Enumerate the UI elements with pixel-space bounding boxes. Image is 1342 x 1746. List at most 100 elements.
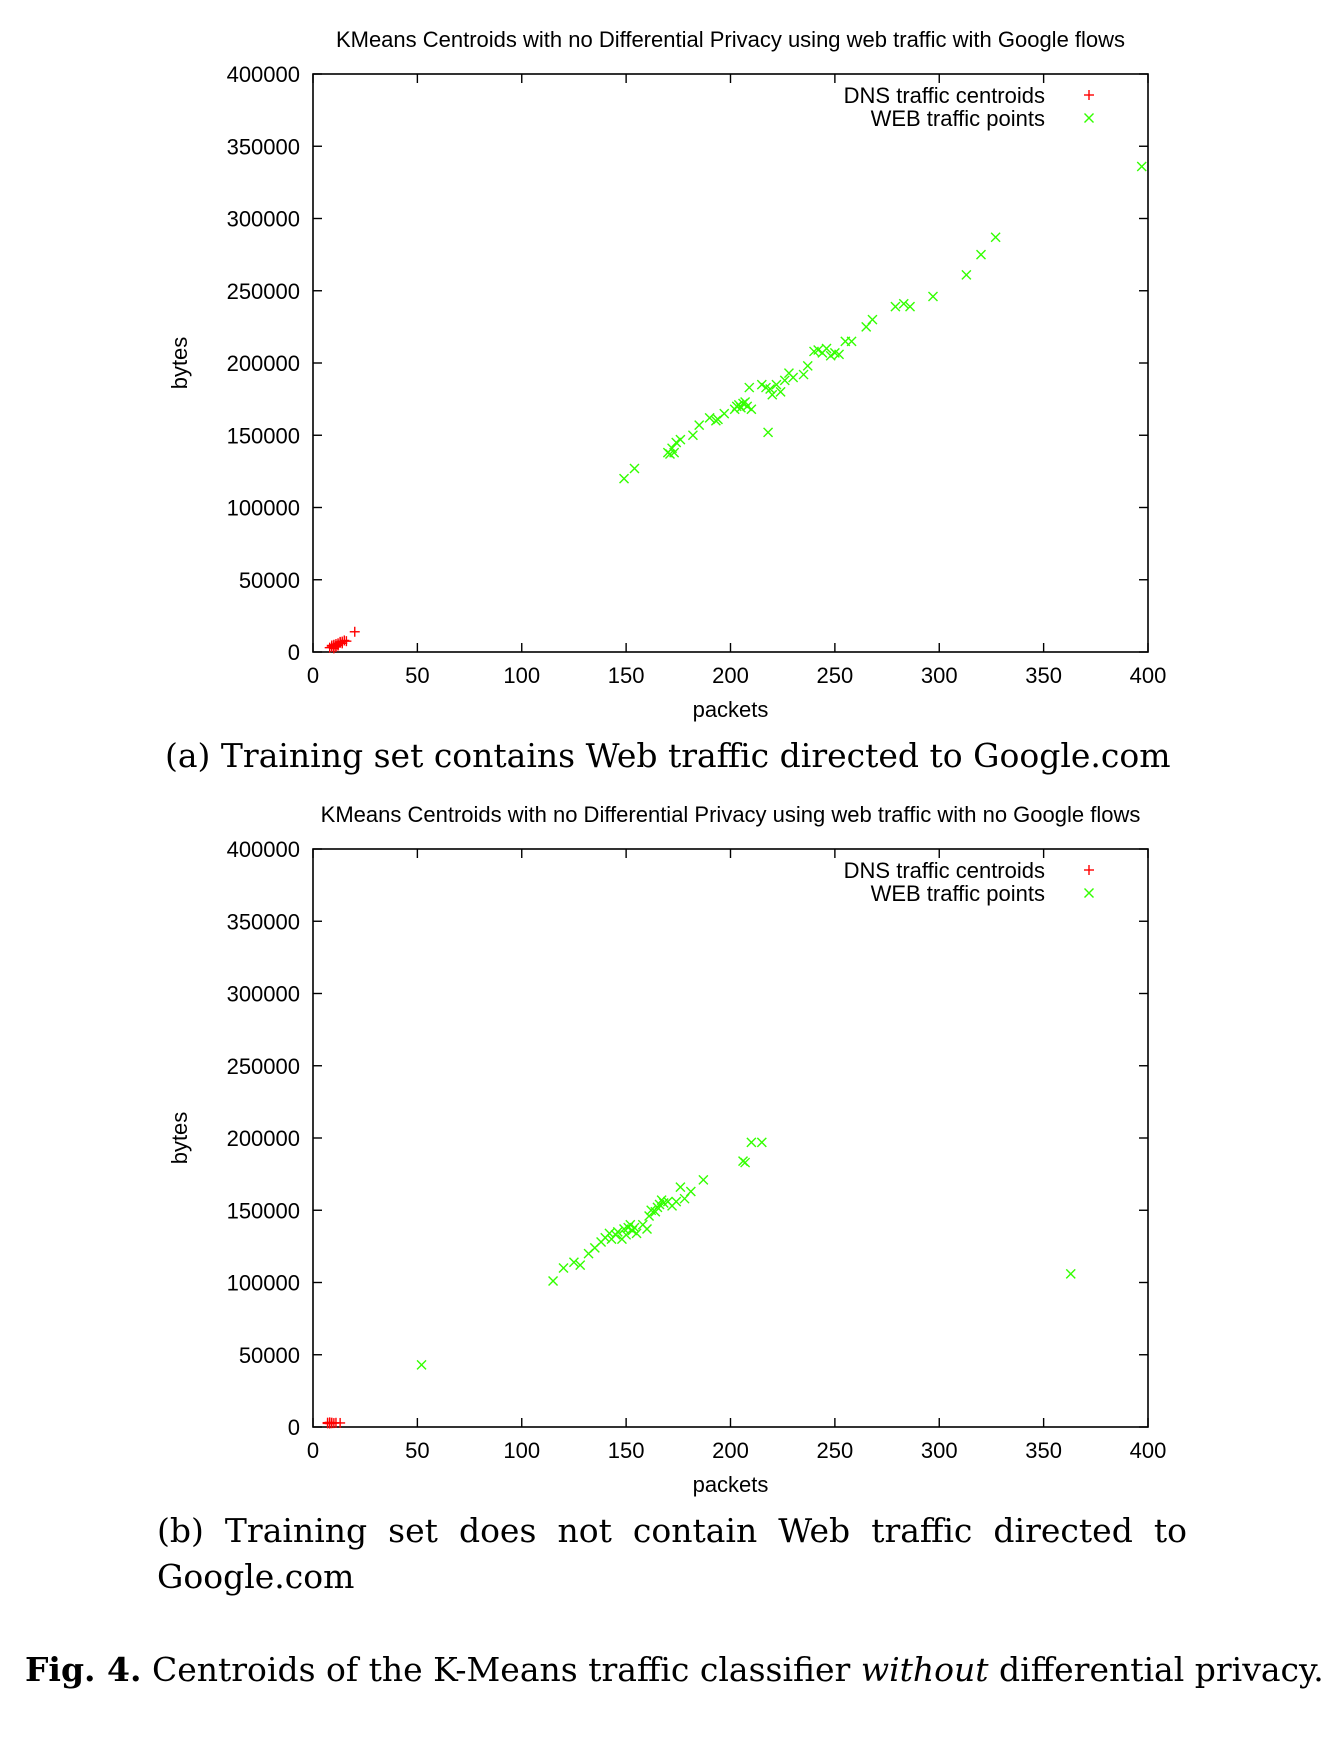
chart-b-x-tick-label: 150 (608, 1438, 645, 1463)
chart-a-y-tick-label: 400000 (227, 62, 300, 87)
chart-a-web-point (961, 269, 972, 280)
chart-b-y-tick-label: 0 (288, 1415, 300, 1440)
chart-b-web-point (548, 1276, 559, 1287)
chart-a-web-point (846, 336, 857, 347)
chart-a-y-tick-label: 150000 (227, 423, 300, 448)
chart-b-y-tick-label: 200000 (227, 1126, 300, 1151)
figure-label: Fig. 4. (25, 1650, 142, 1689)
chart-a-web-point (802, 360, 813, 371)
chart-b-x-tick-label: 300 (921, 1438, 958, 1463)
chart-a-x-tick-label: 150 (608, 663, 645, 688)
chart-a-dns-point (337, 638, 348, 649)
chart-b-web-point (1065, 1268, 1076, 1279)
chart-a: KMeans Centroids with no Differential Pr… (167, 27, 1166, 722)
chart-b-plot-frame (312, 848, 1149, 1428)
figure-caption-text-after: differential privacy. (999, 1650, 1324, 1689)
chart-a-web-point (744, 382, 755, 393)
chart-a-y-tick-label: 100000 (227, 496, 300, 521)
chart-b-web-point (644, 1211, 655, 1222)
chart-a-web-point (834, 349, 845, 360)
chart-b-x-tick-label: 200 (712, 1438, 749, 1463)
chart-b-x-tick-label: 0 (307, 1438, 319, 1463)
chart-a-web-point (771, 379, 782, 390)
chart-b: KMeans Centroids with no Differential Pr… (167, 802, 1166, 1497)
chart-a-web-point (788, 372, 799, 383)
chart-a-plot-frame (312, 73, 1149, 653)
chart-a-x-tick-label: 250 (817, 663, 854, 688)
chart-a-web-point (779, 375, 790, 386)
chart-b-web-point (746, 1137, 757, 1148)
chart-a-legend-label: WEB traffic points (871, 106, 1045, 131)
chart-a-web-point (742, 401, 753, 412)
chart-a-dns-point (330, 641, 341, 652)
chart-a-web-point (629, 463, 640, 474)
chart-b-y-tick-label: 250000 (227, 1054, 300, 1079)
chart-a-y-tick-label: 200000 (227, 351, 300, 376)
chart-a-web-point (1136, 161, 1147, 172)
caption-a: (a) Training set contains Web traffic di… (165, 736, 1171, 775)
chart-b-web-point (698, 1174, 709, 1185)
chart-b-web-point (629, 1222, 640, 1233)
chart-b-legend-label: WEB traffic points (871, 881, 1045, 906)
chart-a-title: KMeans Centroids with no Differential Pr… (336, 27, 1125, 52)
chart-a-web-point (619, 473, 630, 484)
chart-a-y-axis-label: bytes (167, 337, 192, 390)
chart-b-y-axis-label: bytes (167, 1112, 192, 1165)
caption-b: (b) Training set does not contain Web tr… (157, 1511, 1187, 1596)
chart-a-dns-point (349, 626, 360, 637)
chart-a-web-point (898, 298, 909, 309)
chart-b-x-axis-label: packets (693, 1472, 769, 1497)
chart-a-legend-marker (1084, 90, 1094, 100)
chart-a-web-point (671, 437, 682, 448)
chart-b-web-point (642, 1224, 652, 1235)
chart-b-web-point (612, 1226, 623, 1237)
chart-a-x-tick-label: 100 (503, 663, 540, 688)
chart-b-y-tick-label: 50000 (239, 1343, 300, 1368)
chart-b-y-tick-label: 150000 (227, 1198, 300, 1223)
chart-a-web-point (976, 249, 986, 260)
chart-a-legend-marker (1084, 113, 1094, 123)
chart-b-web-point (671, 1196, 682, 1207)
chart-b-legend-marker (1084, 865, 1094, 875)
chart-a-web-point (763, 427, 774, 438)
chart-a-web-point (990, 232, 1001, 243)
chart-b-web-point (416, 1359, 427, 1370)
chart-b-x-tick-label: 350 (1025, 1438, 1062, 1463)
chart-a-y-tick-label: 0 (288, 640, 300, 665)
chart-b-dns-point (335, 1417, 346, 1428)
chart-a-web-point (765, 384, 776, 395)
chart-b-web-point (675, 1182, 686, 1193)
chart-b-legend-marker (1084, 888, 1094, 898)
chart-a-dns-point (333, 640, 344, 651)
chart-b-dns-point (324, 1418, 335, 1429)
chart-a-web-point (746, 404, 757, 415)
chart-b-x-tick-label: 50 (405, 1438, 429, 1463)
chart-a-web-point (821, 343, 832, 354)
chart-b-y-tick-label: 300000 (227, 982, 300, 1007)
chart-a-x-axis-label: packets (693, 697, 769, 722)
chart-a-web-point (798, 369, 809, 380)
chart-b-web-point (558, 1263, 569, 1274)
chart-a-web-point (813, 345, 824, 355)
chart-a-web-point (867, 314, 878, 325)
chart-a-x-tick-label: 350 (1025, 663, 1062, 688)
chart-b-web-point (568, 1257, 579, 1268)
chart-b-x-tick-label: 250 (817, 1438, 854, 1463)
chart-a-web-point (687, 430, 698, 441)
chart-a-y-tick-label: 350000 (227, 134, 300, 159)
chart-a-dns-point (341, 636, 352, 647)
chart-a-web-point (927, 291, 938, 302)
chart-a-web-point (719, 408, 730, 419)
chart-a-web-point (756, 379, 767, 390)
chart-a-web-point (775, 386, 786, 397)
chart-b-x-tick-label: 100 (503, 1438, 540, 1463)
chart-a-y-tick-label: 300000 (227, 207, 300, 232)
chart-a-web-point (905, 301, 916, 312)
chart-b-web-point (604, 1228, 615, 1239)
chart-a-web-point (767, 389, 778, 400)
chart-a-x-tick-label: 0 (307, 663, 319, 688)
chart-b-legend-label: DNS traffic centroids (844, 858, 1045, 883)
chart-a-x-tick-label: 300 (921, 663, 958, 688)
chart-b-web-point (625, 1219, 636, 1230)
figure-caption-emphasis: without (860, 1650, 989, 1689)
